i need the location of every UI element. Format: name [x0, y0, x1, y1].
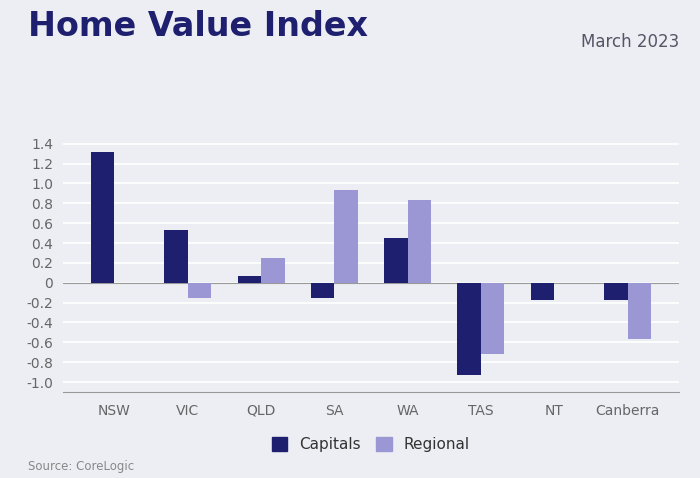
Bar: [335, 190, 358, 283]
Bar: [531, 283, 554, 300]
Bar: [164, 230, 188, 283]
Bar: [91, 152, 115, 283]
Bar: [407, 200, 431, 283]
Bar: [627, 283, 651, 339]
Bar: [237, 276, 261, 283]
Bar: [458, 283, 481, 375]
Text: March 2023: March 2023: [581, 33, 679, 52]
Bar: [604, 283, 627, 300]
Text: Source: CoreLogic: Source: CoreLogic: [28, 460, 134, 473]
Bar: [481, 283, 505, 354]
Bar: [311, 283, 335, 298]
Text: Home Value Index: Home Value Index: [28, 10, 368, 43]
Legend: Capitals, Regional: Capitals, Regional: [267, 433, 475, 456]
Bar: [384, 238, 407, 283]
Bar: [261, 258, 284, 283]
Bar: [188, 283, 211, 298]
